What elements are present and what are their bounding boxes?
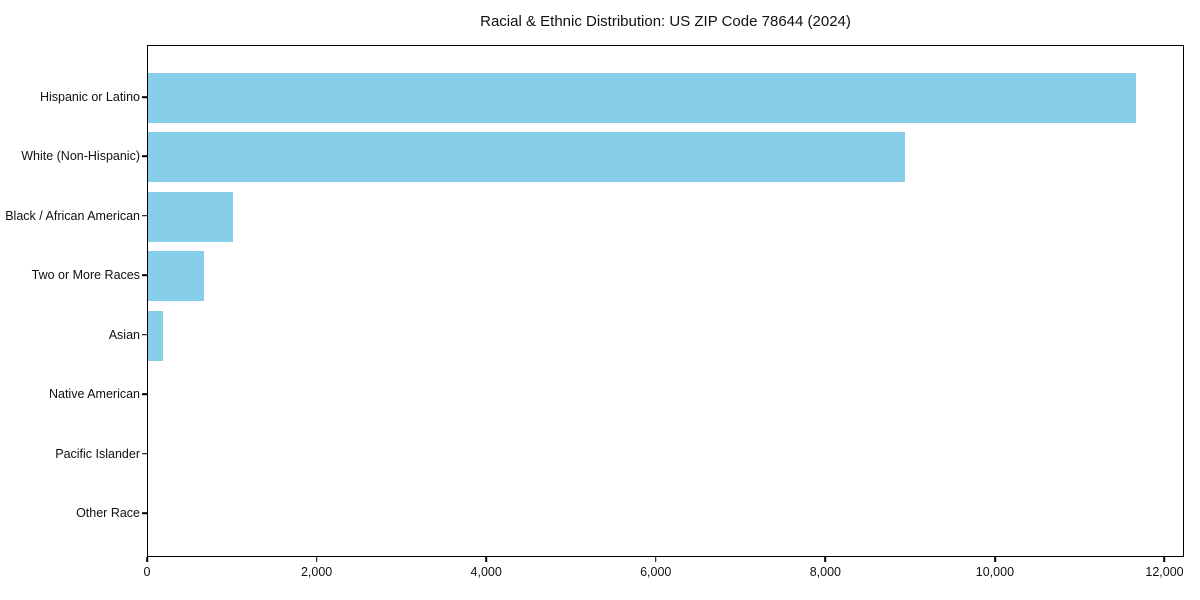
y-tick-label: White (Non-Hispanic) [21, 149, 140, 164]
y-tick-label: Black / African American [5, 208, 140, 223]
x-tick-label: 6,000 [640, 565, 672, 579]
y-tick-mark [142, 215, 147, 217]
x-tick-mark [824, 557, 827, 562]
x-tick-label: 2,000 [300, 565, 333, 579]
x-tick-mark [994, 557, 996, 562]
x-tick-label: 4,000 [470, 565, 502, 579]
y-tick-label: Native American [48, 387, 140, 402]
y-tick-mark [142, 393, 147, 395]
y-tick-mark [142, 155, 147, 158]
bar [148, 191, 233, 242]
x-tick-mark [1163, 557, 1166, 562]
x-tick-label: 0 [143, 565, 151, 579]
y-tick-label: Hispanic or Latino [39, 90, 140, 104]
bar [148, 251, 204, 302]
bar [148, 73, 1136, 123]
x-tick-mark [315, 557, 318, 562]
x-tick-label: 8,000 [809, 565, 841, 579]
plot-area [147, 45, 1184, 557]
x-tick-mark [146, 557, 148, 562]
x-tick-mark [654, 557, 657, 562]
y-tick-mark [142, 512, 147, 514]
y-tick-mark [142, 96, 147, 98]
bar [148, 310, 163, 361]
x-tick-mark [485, 557, 487, 562]
y-tick-mark [142, 274, 147, 277]
y-tick-mark [142, 452, 147, 455]
y-tick-mark [142, 333, 147, 336]
x-tick-label: 12,000 [1145, 565, 1184, 579]
x-tick-label: 10,000 [975, 565, 1015, 579]
y-tick-label: Other Race [76, 506, 140, 520]
y-tick-label: Pacific Islander [55, 446, 140, 461]
chart-title: Racial & Ethnic Distribution: US ZIP Cod… [480, 13, 851, 30]
bar [148, 132, 905, 183]
y-tick-label: Asian [108, 327, 140, 342]
y-tick-label: Two or More Races [31, 268, 140, 283]
